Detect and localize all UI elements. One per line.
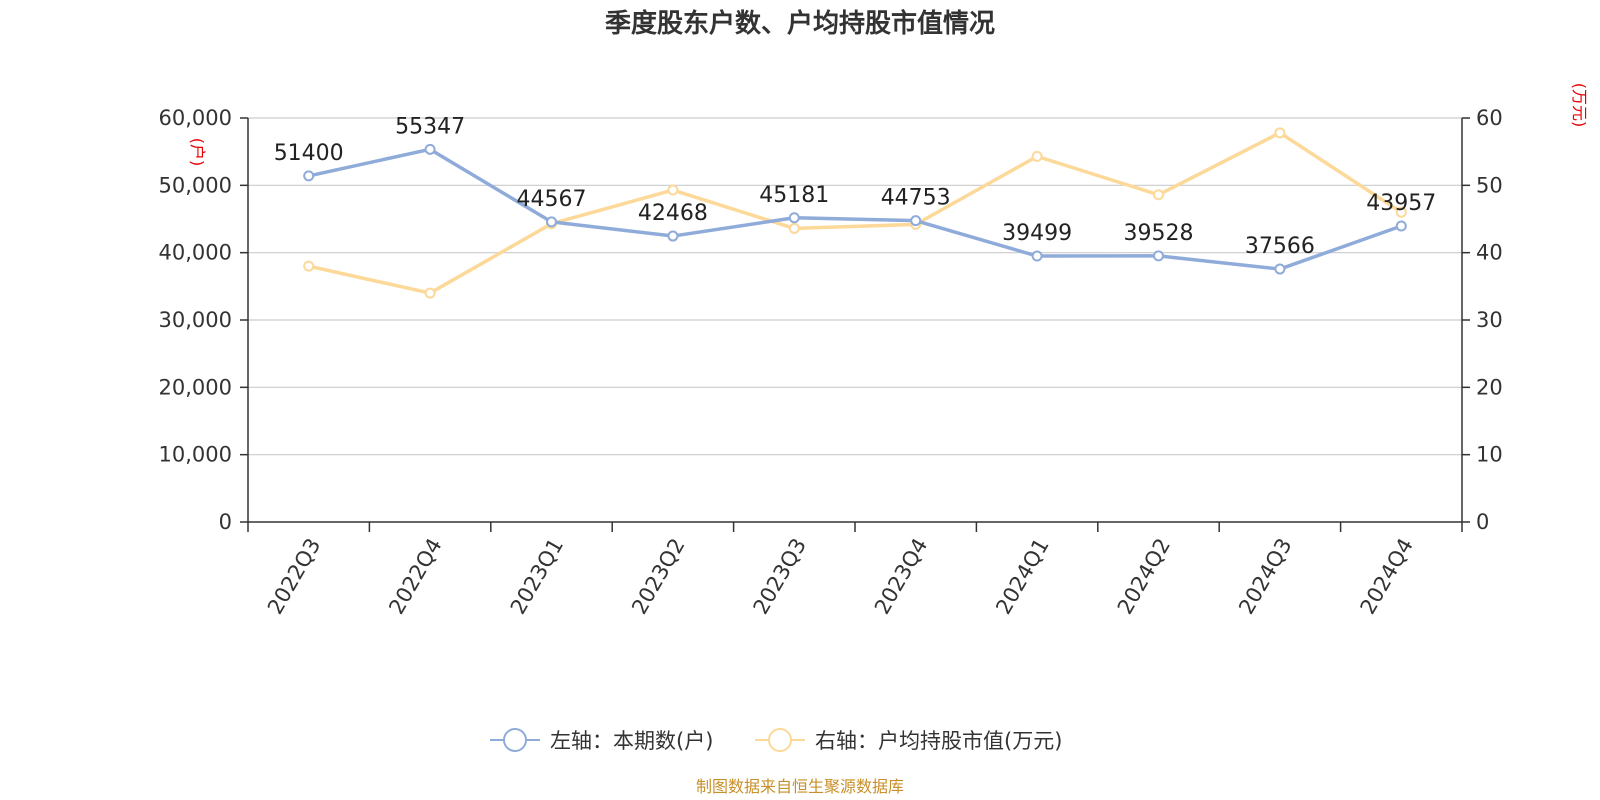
right-series-point[interactable] xyxy=(1153,189,1164,201)
data-label: 44753 xyxy=(881,186,951,211)
right-tick-label: 60 xyxy=(1476,106,1503,130)
left-series-point[interactable] xyxy=(1274,263,1286,275)
data-label: 42468 xyxy=(638,201,708,226)
left-tick-label: 40,000 xyxy=(159,241,232,265)
right-series-point[interactable] xyxy=(424,287,436,299)
left-series-point[interactable] xyxy=(1031,250,1043,262)
legend-label-right: 右轴：户均持股市值(万元) xyxy=(815,729,1062,753)
left-tick-label: 60,000 xyxy=(159,106,232,130)
left-axis-unit: (户) xyxy=(188,138,207,167)
data-label: 51400 xyxy=(274,141,344,166)
right-series-point[interactable] xyxy=(1395,206,1407,218)
right-series-point[interactable] xyxy=(1274,127,1286,139)
data-label: 37566 xyxy=(1245,234,1315,259)
axes: 0 0 10,000 10 20,000 20 30,000 30 40,000 40 50,000… xyxy=(159,106,1503,618)
right-series-point[interactable] xyxy=(303,260,315,272)
legend-circle-icon xyxy=(768,728,792,752)
x-tick-label: 2023Q1 xyxy=(506,534,568,618)
grid-lines xyxy=(248,117,1462,456)
legend-item-left-series[interactable]: 左轴：本期数(户) xyxy=(490,728,713,753)
left-series-point[interactable] xyxy=(424,143,436,155)
left-tick-label: 20,000 xyxy=(159,375,232,399)
right-tick-label: 20 xyxy=(1476,375,1503,399)
left-series-point[interactable] xyxy=(910,215,922,227)
left-series-point[interactable] xyxy=(546,216,557,228)
right-series-point[interactable] xyxy=(1031,150,1043,162)
right-series-line xyxy=(308,131,1403,295)
right-tick-label: 0 xyxy=(1476,510,1489,534)
x-tick-label: 2024Q3 xyxy=(1234,534,1296,618)
left-tick-label: 10,000 xyxy=(159,443,232,467)
right-tick-label: 50 xyxy=(1476,173,1503,197)
left-series-point[interactable] xyxy=(667,230,679,242)
chart-title: 季度股东户数、户均持股市值情况 xyxy=(605,8,995,39)
data-label: 55347 xyxy=(395,114,465,139)
right-series-point[interactable] xyxy=(788,222,800,234)
x-tick-label: 2024Q4 xyxy=(1356,534,1418,618)
x-tick-label: 2024Q1 xyxy=(991,534,1053,618)
data-label: 43957 xyxy=(1366,191,1436,216)
legend-label-left: 左轴：本期数(户) xyxy=(550,729,713,753)
legend-item-right-series[interactable]: 右轴：户均持股市值(万元) xyxy=(755,728,1062,753)
x-tick-label: 2023Q4 xyxy=(870,534,932,618)
left-tick-label: 0 xyxy=(219,510,232,534)
data-label: 39499 xyxy=(1002,221,1072,246)
legend: 左轴：本期数(户) 右轴：户均持股市值(万元) xyxy=(490,728,1062,753)
left-tick-label: 30,000 xyxy=(159,308,232,332)
right-tick-label: 40 xyxy=(1476,241,1503,265)
data-labels: 51400 55347 44567 42468 45181 44753 39499 39528… xyxy=(274,114,1437,259)
right-series-point[interactable] xyxy=(667,184,679,196)
source-note: 制图数据来自恒生聚源数据库 xyxy=(696,777,904,796)
data-label: 44567 xyxy=(517,187,587,212)
right-axis-unit: (万元) xyxy=(1570,83,1589,128)
x-tick-label: 2022Q3 xyxy=(263,534,325,618)
x-tick-label: 2024Q2 xyxy=(1113,534,1175,618)
left-series-point[interactable] xyxy=(1395,220,1407,232)
legend-circle-icon xyxy=(503,728,527,752)
x-tick-label: 2023Q3 xyxy=(749,534,811,618)
left-series-point[interactable] xyxy=(303,170,315,182)
left-tick-label: 50,000 xyxy=(159,173,232,197)
left-series-point[interactable] xyxy=(1153,250,1164,262)
left-series-point[interactable] xyxy=(788,212,800,224)
x-tick-label: 2022Q4 xyxy=(384,534,446,618)
x-tick-label: 2023Q2 xyxy=(627,534,689,618)
left-series-line xyxy=(308,147,1402,271)
data-label: 45181 xyxy=(759,183,829,208)
data-label: 39528 xyxy=(1124,221,1194,246)
right-tick-label: 10 xyxy=(1476,443,1503,467)
series-layer xyxy=(303,127,1407,299)
right-tick-label: 30 xyxy=(1476,308,1503,332)
